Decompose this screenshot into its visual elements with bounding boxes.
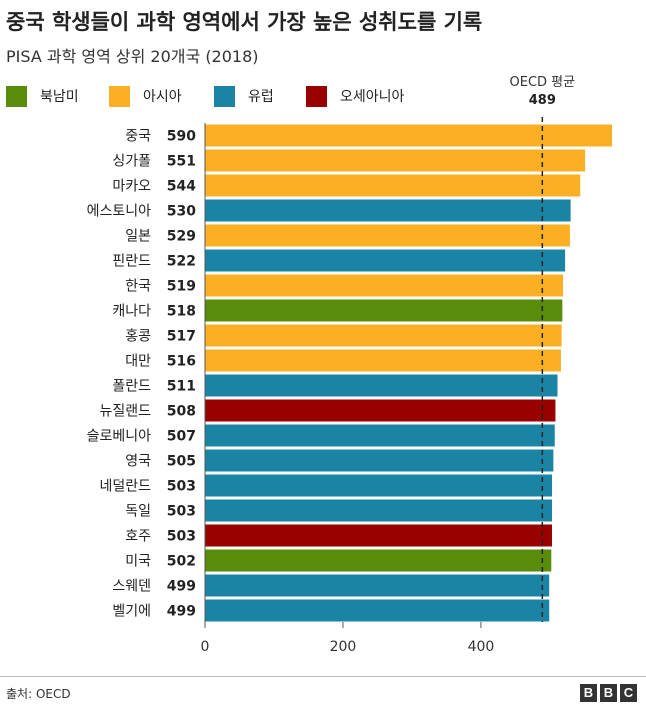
bbc-logo-letter: B: [580, 684, 597, 702]
oecd-average-label: OECD 평균 489: [492, 74, 592, 110]
bbc-logo: B B C: [580, 684, 637, 702]
value-label: 551: [167, 154, 196, 170]
bar: [205, 424, 555, 447]
category-label: 미국: [125, 554, 151, 570]
category-label: 폴란드: [112, 379, 151, 395]
category-label: 한국: [125, 279, 151, 295]
legend-label-asia: 아시아: [143, 89, 182, 105]
legend-swatch-europe: [214, 85, 235, 107]
category-label: 캐나다: [112, 304, 151, 320]
value-label: 544: [167, 179, 196, 195]
value-label: 499: [167, 604, 196, 620]
bar: [205, 499, 552, 522]
bar: [205, 374, 558, 397]
value-label: 508: [167, 404, 196, 420]
bar: [205, 199, 571, 222]
bar: [205, 599, 550, 622]
bar: [205, 124, 612, 147]
value-label: 518: [167, 304, 196, 320]
bar: [205, 299, 563, 322]
x-tick-label: 0: [201, 639, 210, 655]
value-label: 499: [167, 579, 196, 595]
category-label: 뉴질랜드: [99, 404, 151, 420]
bar: [205, 399, 556, 422]
category-label: 마카오: [112, 179, 151, 195]
footer-divider: [0, 676, 646, 677]
chart-title: 중국 학생들이 과학 영역에서 가장 높은 성취도를 기록: [6, 10, 483, 34]
value-label: 507: [167, 429, 196, 445]
value-label: 529: [167, 229, 196, 245]
bar: [205, 574, 550, 597]
value-label: 511: [167, 379, 196, 395]
value-label: 503: [167, 504, 196, 520]
category-label: 홍콩: [125, 329, 151, 345]
category-label: 대만: [125, 354, 151, 370]
legend-label-oceania: 오세아니아: [340, 89, 405, 105]
bar: [205, 524, 552, 547]
bar: [205, 249, 566, 272]
category-label: 호주: [125, 529, 151, 545]
legend-item-oceania: 오세아니아: [306, 85, 404, 107]
legend-swatch-americas: [6, 85, 27, 107]
value-label: 522: [167, 254, 196, 270]
legend-label-europe: 유럽: [248, 89, 274, 105]
bbc-logo-letter: C: [620, 684, 637, 702]
category-label: 네덜란드: [99, 479, 151, 495]
bar: [205, 224, 570, 247]
category-label: 핀란드: [112, 254, 151, 270]
category-label: 벨기에: [112, 604, 151, 620]
value-label: 503: [167, 529, 196, 545]
oecd-average-value: 489: [528, 93, 556, 108]
x-tick-label: 200: [330, 639, 357, 655]
bbc-logo-letter: B: [600, 684, 617, 702]
category-label: 독일: [125, 504, 151, 520]
source-note: 출처: OECD: [6, 687, 71, 701]
legend-item-europe: 유럽: [214, 85, 274, 107]
legend-swatch-oceania: [306, 85, 327, 107]
value-label: 505: [167, 454, 196, 470]
bar: [205, 474, 552, 497]
category-label: 일본: [125, 229, 151, 245]
legend-label-americas: 북남미: [40, 89, 79, 105]
oecd-average-title: OECD 평균: [509, 75, 576, 90]
value-label: 530: [167, 204, 196, 220]
legend-item-asia: 아시아: [109, 85, 182, 107]
category-label: 스웨덴: [112, 579, 151, 595]
bar: [205, 549, 552, 572]
category-label: 슬로베니아: [87, 429, 152, 445]
category-label: 에스토니아: [87, 204, 152, 220]
x-tick-label: 400: [468, 639, 495, 655]
value-label: 503: [167, 479, 196, 495]
bar: [205, 174, 581, 197]
category-label: 중국: [125, 129, 151, 145]
bar-chart: 중국 590 싱가폴 551 마카오 544 에스토니아 530 일본 529 핀란드 522 한국 51…: [87, 117, 612, 655]
bar: [205, 349, 561, 372]
value-label: 519: [167, 279, 196, 295]
bar: [205, 274, 564, 297]
value-label: 590: [167, 129, 196, 145]
bar: [205, 449, 554, 472]
category-label: 싱가폴: [112, 154, 151, 170]
chart-subtitle: PISA 과학 영역 상위 20개국 (2018): [6, 47, 259, 66]
legend-swatch-asia: [109, 85, 130, 107]
category-label: 영국: [125, 454, 151, 470]
legend-item-americas: 북남미: [6, 85, 79, 107]
value-label: 516: [167, 354, 196, 370]
bar: [205, 149, 586, 172]
bar: [205, 324, 562, 347]
value-label: 517: [167, 329, 196, 345]
value-label: 502: [167, 554, 196, 570]
